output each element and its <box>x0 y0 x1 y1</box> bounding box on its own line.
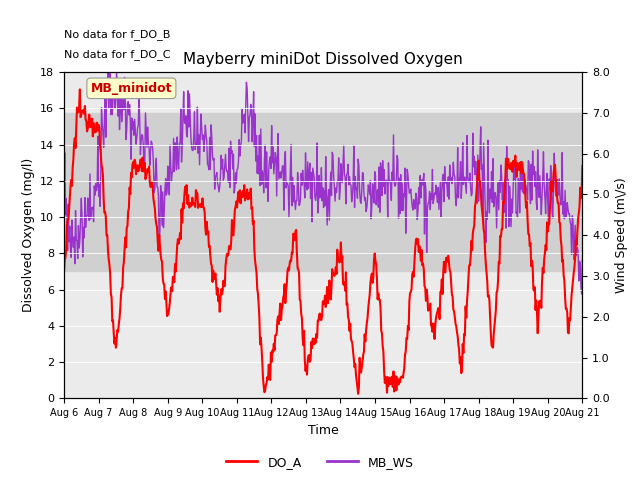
Text: No data for f_DO_B: No data for f_DO_B <box>64 30 170 40</box>
Text: No data for f_DO_C: No data for f_DO_C <box>64 49 170 60</box>
Title: Mayberry miniDot Dissolved Oxygen: Mayberry miniDot Dissolved Oxygen <box>183 52 463 67</box>
X-axis label: Time: Time <box>308 424 339 437</box>
Y-axis label: Wind Speed (m\/s): Wind Speed (m\/s) <box>616 177 628 293</box>
Text: MB_minidot: MB_minidot <box>91 82 172 95</box>
Legend: DO_A, MB_WS: DO_A, MB_WS <box>221 451 419 474</box>
Y-axis label: Dissolved Oxygen (mg/l): Dissolved Oxygen (mg/l) <box>22 158 35 312</box>
Bar <box>64 113 582 272</box>
